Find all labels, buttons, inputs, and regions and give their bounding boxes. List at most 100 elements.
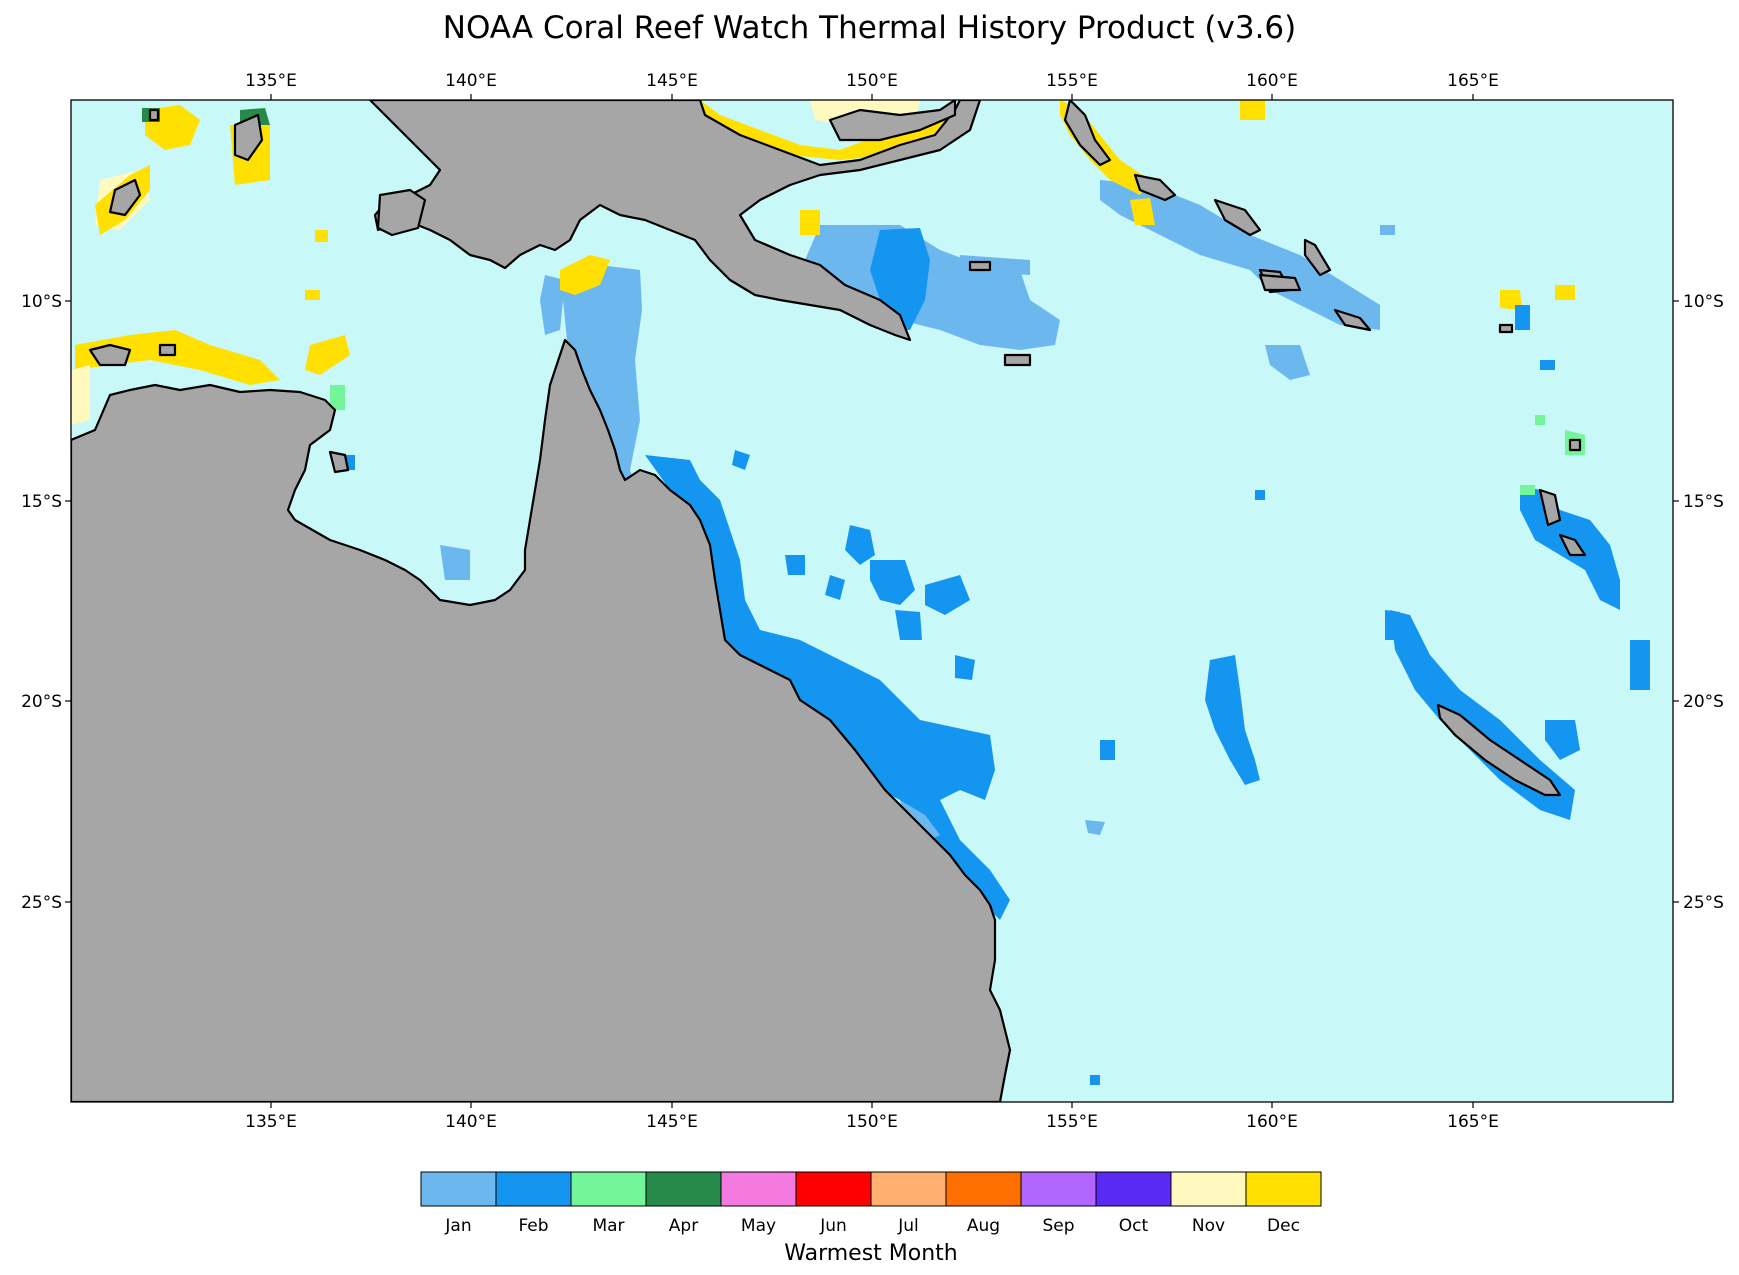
- colorbar-label-mar: Mar: [592, 1216, 624, 1236]
- colorbar-label-oct: Oct: [1119, 1216, 1149, 1236]
- colorbar-swatch-sep: [1020, 1171, 1097, 1207]
- colorbar-swatch-jun: [795, 1171, 872, 1207]
- solomon-island-4: [1258, 273, 1372, 332]
- colorbar-swatch-jul: [870, 1171, 947, 1207]
- lat-tick-left: 10°S: [21, 292, 62, 312]
- lon-tick-bottom: 135°E: [245, 1112, 297, 1132]
- great-barrier-reef-feb-zone: [645, 455, 1010, 920]
- coral-sea-patch-6: [955, 655, 975, 680]
- colorbar-label-dec: Dec: [1267, 1216, 1300, 1236]
- solomon-jan-zone: [1100, 180, 1380, 330]
- png-small-dec-zone: [1240, 100, 1265, 120]
- coral-sea-patch-3: [925, 575, 970, 615]
- bougainville-island: [1133, 173, 1177, 202]
- lon-tick-bottom: 140°E: [445, 1112, 497, 1132]
- lon-tick-top: 145°E: [646, 71, 698, 91]
- vanuatu-island-2: [1558, 533, 1587, 557]
- lat-tick-left: 20°S: [21, 692, 62, 712]
- lon-tick-bottom: 150°E: [846, 1112, 898, 1132]
- map-area: [71, 100, 1673, 1102]
- colorbar-swatch-feb: [495, 1171, 572, 1207]
- bougainville-dec-zone: [1130, 198, 1155, 225]
- lat-tick-left: 15°S: [21, 492, 62, 512]
- fiji-west-feb-zone: [1630, 640, 1650, 690]
- lon-tick-bottom: 155°E: [1046, 1112, 1098, 1132]
- colorbar-label-sep: Sep: [1042, 1216, 1074, 1236]
- torres-strait-jan-zone: [560, 265, 642, 505]
- vanuatu-dec-zone: [1500, 285, 1575, 310]
- colorbar-swatch-mar: [570, 1171, 647, 1207]
- solomon-south-jan-zone: [1265, 345, 1310, 380]
- colorbar-label-apr: Apr: [669, 1216, 698, 1236]
- vanuatu-mar-zone-2: [1535, 415, 1545, 425]
- colorbar-label-jul: Jul: [897, 1216, 919, 1236]
- vanuatu-feb-north: [1515, 305, 1555, 370]
- png-east-dec-zone: [800, 210, 820, 235]
- coral-sea-patch-4: [895, 610, 922, 640]
- colorbar-label-nov: Nov: [1192, 1216, 1225, 1236]
- arafura-coast-dec-zone: [75, 330, 280, 385]
- lon-tick-top: 160°E: [1246, 71, 1298, 91]
- lon-tick-top: 135°E: [245, 71, 297, 91]
- coral-sea-patch-7: [1205, 655, 1260, 785]
- louisiade-islands: [968, 260, 1032, 367]
- lat-tick-right: 15°S: [1683, 492, 1724, 512]
- lon-tick-top: 150°E: [846, 71, 898, 91]
- lat-tick-right: 25°S: [1683, 893, 1724, 913]
- colorbar-swatch-oct: [1095, 1171, 1172, 1207]
- arafura-small-dec: [305, 230, 328, 300]
- solomon-island-3: [1303, 238, 1332, 277]
- colorbar-label-feb: Feb: [518, 1216, 548, 1236]
- colorbar-swatch-aug: [945, 1171, 1022, 1207]
- colorbar-legend: Jan Feb Mar Apr May Jun Jul Aug Sep Oct Nov Dec: [420, 1171, 1322, 1236]
- coral-sea-patch-12: [1085, 820, 1105, 835]
- colorbar-swatch-apr: [645, 1171, 722, 1207]
- loyalty-feb-zone: [1545, 720, 1580, 760]
- coral-sea-patch-8: [1100, 740, 1115, 760]
- arnhem-islands: [158, 343, 350, 474]
- lat-tick-right: 10°S: [1683, 292, 1724, 312]
- new-caledonia-island: [1436, 703, 1562, 797]
- colorbar-label-jun: Jun: [819, 1216, 847, 1236]
- tick-marks: [65, 94, 1679, 1108]
- lon-tick-bottom: 145°E: [646, 1112, 698, 1132]
- vanuatu-mar-zone-3: [1520, 485, 1535, 495]
- vanuatu-island-3: [1498, 323, 1582, 452]
- arafura-coast-nov-zone: [71, 365, 90, 425]
- new-britain-island: [828, 100, 957, 142]
- gulf-west-mar-zone: [330, 385, 345, 410]
- coral-sea-patch-10: [785, 555, 805, 575]
- colorbar-swatch-may: [720, 1171, 797, 1207]
- seram-island-1: [233, 113, 264, 162]
- coral-sea-patch-9: [732, 450, 750, 470]
- lat-tick-right: 20°S: [1683, 692, 1724, 712]
- colorbar-swatch-nov: [1170, 1171, 1247, 1207]
- lon-tick-top: 155°E: [1046, 71, 1098, 91]
- lon-tick-top: 165°E: [1447, 71, 1499, 91]
- land-masses: [71, 100, 1587, 1102]
- seram-island-2: [148, 108, 160, 122]
- colorbar-label-may: May: [741, 1216, 776, 1236]
- lon-tick-bottom: 160°E: [1246, 1112, 1298, 1132]
- solomon-east-jan-zone: [1380, 225, 1395, 235]
- aru-islands: [376, 188, 427, 237]
- lon-tick-top: 140°E: [445, 71, 497, 91]
- new-caledonia-north-feb: [1385, 610, 1400, 640]
- lat-labels-left: 10°S 15°S 20°S 25°S: [21, 292, 62, 913]
- tanimbar-island: [108, 178, 142, 217]
- colorbar-swatch-dec: [1245, 1171, 1322, 1207]
- gulf-east-jan-zone: [540, 275, 565, 335]
- lon-labels-top: 135°E 140°E 145°E 150°E 155°E 160°E 165°…: [245, 71, 1499, 91]
- png-south-jan-zone: [805, 225, 1060, 350]
- australia-landmass: [71, 338, 1012, 1102]
- colorbar-label-aug: Aug: [967, 1216, 1000, 1236]
- coral-sea-patch-5: [825, 575, 845, 600]
- solomon-island-1: [1213, 198, 1262, 237]
- lat-tick-left: 25°S: [21, 893, 62, 913]
- coral-sea-patch-13: [1255, 490, 1265, 500]
- coral-sea-patch-2: [870, 560, 915, 605]
- melville-island: [88, 343, 132, 367]
- lat-labels-right: 10°S 15°S 20°S 25°S: [1683, 292, 1724, 913]
- gulf-south-jan-zone: [440, 545, 470, 580]
